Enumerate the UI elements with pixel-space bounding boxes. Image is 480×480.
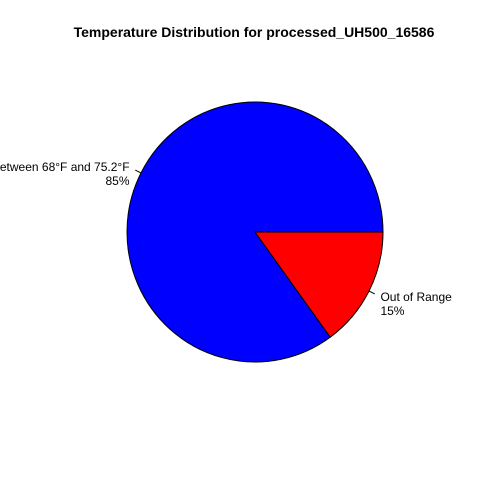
chart-title: Temperature Distribution for processed_U… [74,24,435,40]
pie-slice-label: Out of Range [380,290,452,304]
pie-slice-percent: 85% [106,174,130,188]
pie-leader-line [135,169,142,174]
pie-labels: Between 68°F and 75.2°F85% Out of Range15… [0,160,452,318]
pie-slice [254,231,384,338]
pie-slices [126,101,384,363]
pie-leader-line [368,290,375,295]
pie-slice-percent: 15% [380,304,404,318]
pie-slice-label: Between 68°F and 75.2°F [0,160,130,174]
